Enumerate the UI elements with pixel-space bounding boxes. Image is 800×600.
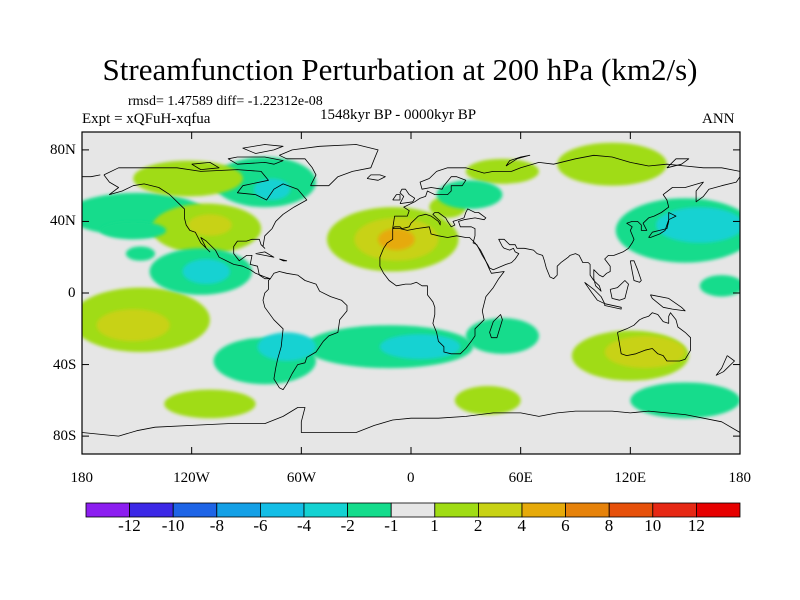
colorbar-label: -8 [209,516,224,535]
anomaly-region [164,389,256,419]
colorbar-swatch [129,502,174,518]
colorbar-label: 10 [644,516,662,535]
colorbar-label: 6 [561,516,570,535]
period-line: 1548kyr BP - 0000kyr BP [320,107,477,123]
anomaly-region [253,178,291,200]
anomaly-region [257,332,316,361]
coastline [279,144,379,187]
coastline [392,176,740,292]
coastline [242,144,284,154]
coastline [505,154,531,167]
colorbar-swatch [259,502,305,518]
x-tick-label: 120W [173,470,210,486]
coastline [648,212,677,238]
coastline [279,258,288,262]
colorbar-swatch [390,502,436,518]
coastline [191,162,220,170]
coastline [82,174,101,178]
colorbar-label: -6 [253,516,268,535]
anomaly-field [82,142,740,419]
anomaly-region [379,334,461,360]
colorbar-label: 4 [517,516,527,535]
anomaly-region [436,180,503,209]
y-tick-label: 40N [50,213,76,230]
coastline [255,251,275,258]
coastline [489,314,503,339]
coastlines [82,144,740,437]
colorbar-swatch [85,502,130,518]
coastline [666,158,690,169]
chart-title: Streamfunction Perturbation at 200 hPa (… [102,52,698,87]
colorbar-label: 8 [604,516,614,535]
anomaly-region [454,386,521,415]
anomaly-region [125,246,156,261]
colorbar-label: -1 [384,516,399,535]
coastline [82,407,740,437]
x-tick-label: 0 [407,470,415,486]
coastline [103,167,308,280]
coastline [609,280,629,301]
stats-line: rmsd= 1.47589 diff= -1.22312e-08 [128,94,323,109]
coastline [617,312,691,362]
anomaly-region [182,259,231,285]
anomaly-region [557,142,667,186]
anomaly-region [655,207,740,243]
experiment-line: Expt = xQFuH-xqfua [82,111,211,127]
x-tick-label: 60W [286,470,316,486]
anomaly-region [699,275,740,297]
colorbar-label: 1 [430,516,439,535]
x-tick-label: 180 [70,470,94,486]
coastline [227,156,284,165]
axis-ticks [81,132,741,454]
coastline [604,303,622,310]
colorbar-label: -2 [340,516,355,535]
colorbar-label: 12 [687,516,705,535]
colorbar-swatch [347,502,392,518]
coastline [392,154,740,229]
x-tick-label: 180 [728,470,752,486]
coastline [715,355,735,376]
coastline [366,174,386,181]
coastline [650,294,686,312]
coastline [392,194,401,201]
colorbar-swatch [477,502,523,518]
colorbar-swatch [172,502,218,518]
colorbar-label: -4 [297,516,312,535]
anomaly-region [604,335,686,369]
colorbar-swatch [652,502,697,518]
colorbar [85,502,741,518]
coastline [399,188,416,204]
colorbar-swatch [608,502,654,518]
colorbar-label: 2 [473,516,483,535]
colorbar-swatch [696,502,741,518]
x-tick-label: 120E [614,470,646,486]
colorbar-label: -12 [118,516,141,535]
colorbar-swatch [521,502,566,518]
coastline [262,271,348,390]
y-tick-label: 40S [53,356,77,373]
coastline [379,226,505,355]
y-tick-label: 80S [53,428,77,445]
y-tick-label: 0 [68,285,76,301]
colorbar-swatch [216,502,261,518]
anomaly-region [378,228,415,251]
anomaly-region [133,160,243,197]
colorbar-swatch [434,502,479,518]
coastline [629,260,642,283]
x-tick-label: 60E [508,470,533,486]
colorbar-swatch [565,502,610,518]
y-tick-label: 80N [50,141,76,158]
colorbar-label: -10 [161,516,185,535]
anomaly-region [100,221,167,240]
anomaly-region [630,382,740,419]
season-label: ANN [702,111,735,127]
anomaly-region [96,309,170,342]
colorbar-swatch [303,502,348,518]
anomaly-region [465,318,539,354]
anomaly-region [188,214,232,236]
